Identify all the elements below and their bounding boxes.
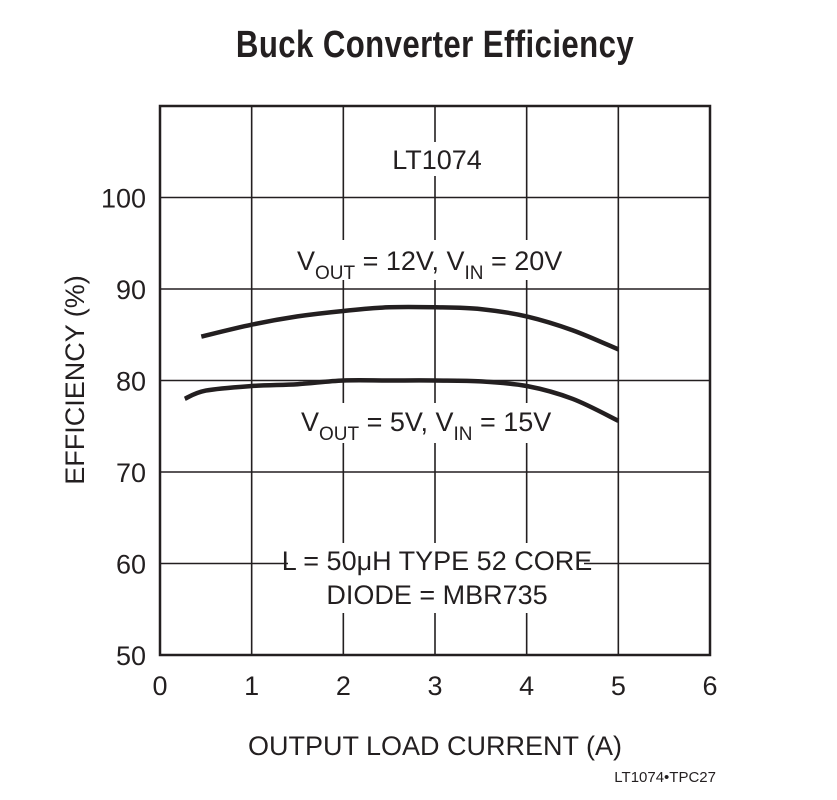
series-group (183, 304, 620, 423)
y-tick-label-100: 100 (101, 184, 146, 214)
series-line-5v (183, 377, 620, 423)
annotation-part: LT1074 (392, 145, 482, 175)
x-tick-label-4: 4 (519, 671, 534, 701)
label-bg-series2 (296, 403, 552, 443)
y-axis-label: EFFICIENCY (%) (60, 275, 90, 485)
annotation-inductor: L = 50μH TYPE 52 CORE (282, 546, 592, 576)
tick-labels: 0 1 2 3 4 5 6 50 60 70 80 90 100 (101, 184, 718, 702)
label-bg-inductor (288, 543, 584, 613)
x-axis-label: OUTPUT LOAD CURRENT (A) (248, 731, 622, 761)
y-tick-label-50: 50 (116, 641, 146, 671)
x-tick-label-1: 1 (244, 671, 259, 701)
series-label-12v: VOUT = 12V, VIN = 20V (297, 246, 562, 284)
y-tick-label-70: 70 (116, 458, 146, 488)
label-bg-part (388, 142, 486, 176)
x-tick-label-3: 3 (427, 671, 442, 701)
series-label-5v: VOUT = 5V, VIN = 15V (301, 407, 551, 445)
figure-code: LT1074•TPC27 (614, 769, 716, 786)
x-tick-label-0: 0 (152, 671, 167, 701)
annotation-diode: DIODE = MBR735 (326, 580, 547, 610)
x-tick-label-5: 5 (611, 671, 626, 701)
chart-title: Buck Converter Efficiency (235, 24, 635, 66)
x-tick-label-6: 6 (702, 671, 717, 701)
y-tick-label-80: 80 (116, 367, 146, 397)
y-tick-label-60: 60 (116, 550, 146, 580)
x-tick-label-2: 2 (336, 671, 351, 701)
series-line-12v (200, 304, 620, 352)
label-bg-series1 (292, 240, 562, 280)
y-tick-label-90: 90 (116, 275, 146, 305)
plot-frame (158, 104, 712, 657)
